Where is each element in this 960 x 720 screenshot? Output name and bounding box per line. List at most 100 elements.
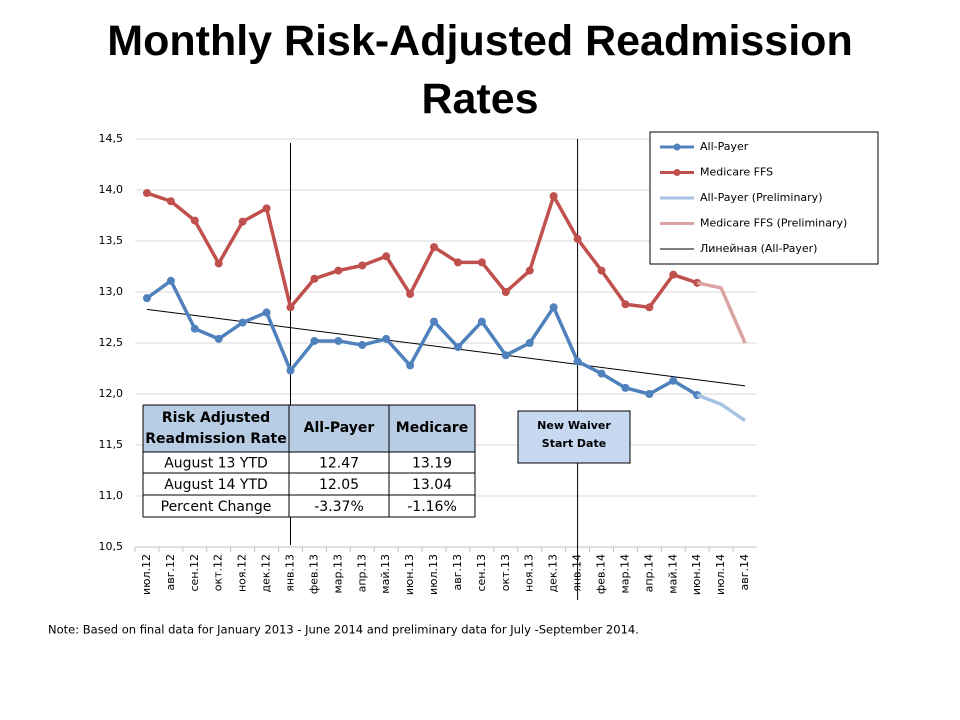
point [669,270,678,279]
x-tick-label: май.13 [379,554,392,594]
point [286,303,295,312]
note: Note: Based on final data for January 20… [48,623,639,637]
x-tick-label: окт.12 [212,554,225,591]
x-tick-label: июл.12 [140,554,153,595]
x-tick-label: авг.14 [738,554,751,591]
x-tick-label: мар.14 [618,554,631,594]
annotation: New Waiver Start Date [537,419,611,450]
point [262,204,271,213]
y-tick-label: 11,5 [99,438,124,451]
point [549,303,558,312]
legend-label: All-Payer (Preliminary) [700,191,822,204]
chart-title: Monthly Risk-Adjusted Readmission Rates [107,17,852,123]
table-header: Medicare [396,420,468,436]
point [382,334,391,343]
point [430,317,439,326]
x-tick-label: окт.13 [499,554,512,591]
legend-label: Medicare FFS [700,166,773,179]
point [358,341,367,350]
table-header-bg [143,405,475,452]
point [525,266,534,275]
legend-marker [673,169,681,176]
y-tick-label: 11,0 [99,489,124,502]
point [358,261,367,270]
table-body-bg [143,452,475,517]
table-cell: Percent Change [161,499,272,515]
x-tick-label: июн.14 [690,554,703,595]
point [501,288,510,296]
x-tick-label: апр.13 [355,554,368,592]
series-line [145,279,699,397]
x-tick-label: дек.13 [547,554,560,593]
table-cell: 12.05 [319,477,359,493]
point [310,336,319,345]
point [645,390,654,398]
table-cell: August 13 YTD [164,456,268,472]
y-tick-label: 14,5 [99,132,124,145]
point [238,217,247,226]
x-tick-label: дек.12 [260,554,273,593]
point [477,258,486,267]
series-line [146,191,698,310]
point [453,343,462,352]
point [430,243,439,252]
point [166,197,175,206]
x-tick-label: авг.13 [451,554,464,591]
point [382,252,391,261]
point [453,258,462,267]
point [334,266,343,275]
y-tick-label: 14,0 [99,183,124,196]
point [214,334,223,343]
table-cell: -3.37% [314,499,364,515]
series-line [696,393,747,422]
legend-label: Medicare FFS (Preliminary) [700,217,847,230]
x-tick-label: июн.13 [403,554,416,595]
legend-marker [673,143,681,151]
y-tick-label: 12,0 [99,387,124,400]
table-cell: -1.16% [407,499,457,515]
table-header: All-Payer [304,420,375,436]
x-tick-label: сен.12 [188,554,201,592]
point [597,266,606,275]
point [669,376,678,385]
x-tick-label: авг.12 [164,554,177,591]
point [645,303,654,312]
point [238,318,247,327]
x-tick-label: фев.13 [307,554,320,594]
point [190,324,199,333]
point [166,276,175,285]
table-cell: 12.47 [319,456,359,472]
table-cell: 13.19 [412,456,452,472]
point [406,361,415,370]
point [549,192,558,201]
x-tick-label: сен.13 [475,554,488,592]
x-tick-label: апр.14 [642,554,655,592]
y-tick-label: 13,0 [99,285,124,298]
point [190,216,199,225]
point [477,317,486,326]
point [573,234,582,243]
point [142,294,151,303]
point [334,336,343,345]
point [525,339,534,347]
x-tick-label: янв.13 [284,554,297,592]
point [214,259,223,268]
y-tick-label: 10,5 [99,540,124,553]
table-cell: 13.04 [412,477,452,493]
point [621,383,630,392]
y-tick-label: 13,5 [99,234,124,247]
x-tick-label: фев.14 [595,554,608,594]
x-tick-label: мар.13 [331,554,344,594]
point [597,369,606,378]
legend-label: All-Payer [700,140,749,153]
annotation-box [517,410,631,464]
series-line [696,281,747,344]
point [286,366,295,375]
point [406,290,415,299]
point [573,357,582,366]
point [310,274,319,283]
table-cell: August 14 YTD [164,477,268,493]
legend-label: Линейная (All-Payer) [700,242,817,255]
point [501,351,510,360]
y-tick-label: 12,5 [99,336,124,349]
